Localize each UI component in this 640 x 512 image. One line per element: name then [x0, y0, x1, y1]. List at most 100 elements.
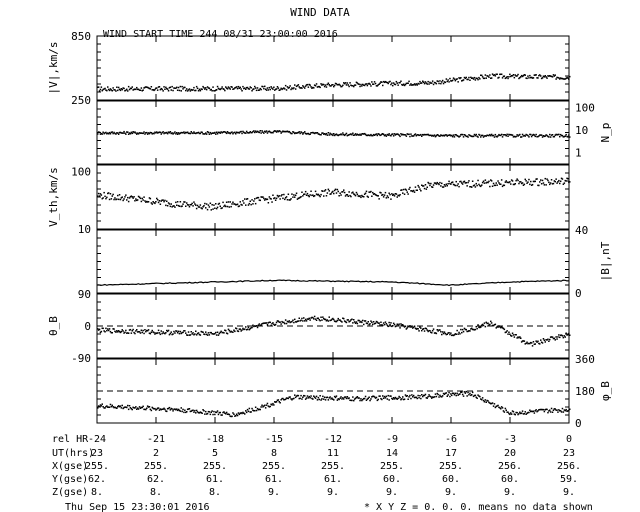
data-point [355, 134, 358, 136]
data-point [466, 185, 468, 187]
data-point [139, 407, 142, 409]
data-point [276, 399, 279, 401]
data-point [380, 81, 382, 83]
data-point [288, 130, 290, 133]
data-point [454, 333, 457, 335]
data-point [444, 332, 447, 335]
data-point [406, 327, 408, 329]
data-point [371, 195, 373, 197]
data-point [529, 133, 531, 136]
data-point [481, 323, 484, 326]
data-point [180, 90, 182, 92]
data-point [528, 77, 530, 79]
data-point [367, 196, 369, 198]
data-point [316, 86, 319, 88]
data-point [232, 133, 234, 135]
data-point [298, 397, 300, 400]
data-point [164, 131, 166, 134]
data-point [495, 135, 497, 138]
data-point [312, 316, 314, 319]
data-point [190, 203, 192, 206]
data-point [345, 194, 348, 196]
data-point [563, 409, 566, 411]
data-point [497, 326, 499, 328]
data-point [234, 415, 236, 417]
data-point [568, 134, 570, 136]
data-point [224, 131, 226, 133]
data-point [524, 343, 526, 345]
data-point [285, 130, 288, 133]
data-point [253, 325, 255, 328]
data-point [118, 405, 121, 408]
data-point [487, 322, 489, 324]
data-point [392, 84, 394, 87]
data-point [448, 180, 450, 183]
data-point [210, 331, 212, 334]
data-point [245, 130, 248, 133]
data-point [149, 131, 152, 134]
data-point [457, 81, 459, 83]
data-point [463, 391, 466, 393]
data-point [542, 135, 545, 137]
data-point [490, 179, 492, 181]
data-point [156, 132, 159, 134]
data-point [257, 324, 260, 326]
data-point [317, 317, 320, 319]
data-point [132, 406, 134, 409]
data-point [434, 182, 437, 184]
data-point [372, 133, 375, 136]
data-point [540, 134, 543, 136]
data-point [508, 76, 510, 78]
data-point [275, 321, 278, 324]
data-point [169, 205, 172, 208]
data-point [202, 85, 204, 88]
data-point [330, 398, 332, 400]
data-point [546, 77, 548, 79]
data-point [381, 81, 383, 83]
data-point [183, 86, 185, 89]
data-point [568, 78, 570, 80]
data-point [380, 397, 382, 400]
data-point [101, 197, 103, 200]
data-point [110, 332, 113, 334]
data-point [491, 324, 494, 327]
data-point [353, 398, 356, 400]
figure-title: WIND DATA [290, 6, 350, 19]
data-point [510, 134, 513, 136]
data-point [449, 134, 451, 136]
data-point [286, 397, 289, 399]
data-point [140, 406, 143, 409]
data-point [283, 193, 285, 196]
data-point [262, 196, 264, 198]
data-point [516, 134, 518, 136]
data-point [268, 86, 271, 89]
data-point [415, 396, 418, 399]
data-point [509, 413, 511, 416]
time-row-value: 0 [566, 434, 572, 445]
data-point [291, 399, 293, 401]
data-point [100, 405, 103, 407]
y-tick-label-left: 850 [71, 30, 91, 43]
data-point [453, 78, 456, 80]
data-point [320, 316, 322, 318]
data-point [330, 85, 332, 87]
data-point [354, 194, 357, 197]
data-point [514, 334, 516, 336]
data-point [97, 86, 100, 88]
data-point [357, 397, 359, 399]
data-point [262, 406, 264, 408]
data-point [107, 328, 109, 330]
data-point [540, 408, 542, 411]
data-point [210, 88, 212, 91]
data-point [360, 398, 362, 400]
data-point [233, 413, 235, 415]
data-point [251, 407, 253, 410]
data-point [431, 186, 434, 188]
data-point [255, 325, 258, 327]
data-point [259, 199, 261, 202]
data-point [463, 134, 466, 136]
data-point [307, 86, 310, 88]
data-point [197, 206, 200, 208]
data-point [117, 133, 120, 135]
data-point [323, 398, 325, 400]
